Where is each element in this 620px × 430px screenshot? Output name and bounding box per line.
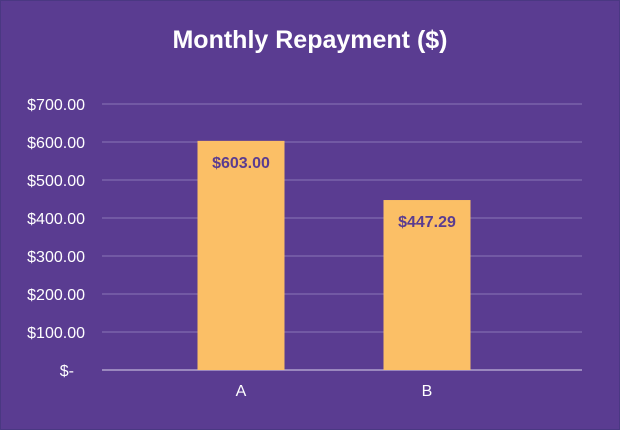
gridlines bbox=[102, 103, 582, 371]
bar-b bbox=[383, 200, 471, 370]
bar-a bbox=[197, 140, 285, 370]
y-tick-label: $400.00 bbox=[27, 211, 85, 228]
bars bbox=[197, 140, 471, 370]
data-label: $447.29 bbox=[398, 214, 456, 231]
y-tick-label: $- bbox=[60, 363, 74, 380]
y-tick-label: $600.00 bbox=[27, 135, 85, 152]
data-labels: $603.00 $447.29 bbox=[212, 155, 456, 231]
x-tick-label: A bbox=[236, 383, 247, 400]
y-axis-tick-labels: $- $100.00 $200.00 $300.00 $400.00 $500.00 $60… bbox=[27, 97, 85, 380]
y-tick-label: $700.00 bbox=[27, 97, 85, 114]
y-tick-label: $300.00 bbox=[27, 249, 85, 266]
chart-title: Monthly Repayment ($) bbox=[172, 26, 447, 54]
y-tick-label: $200.00 bbox=[27, 287, 85, 304]
y-tick-label: $100.00 bbox=[27, 325, 85, 342]
data-label: $603.00 bbox=[212, 155, 270, 172]
x-tick-label: B bbox=[422, 383, 433, 400]
y-tick-label: $500.00 bbox=[27, 173, 85, 190]
